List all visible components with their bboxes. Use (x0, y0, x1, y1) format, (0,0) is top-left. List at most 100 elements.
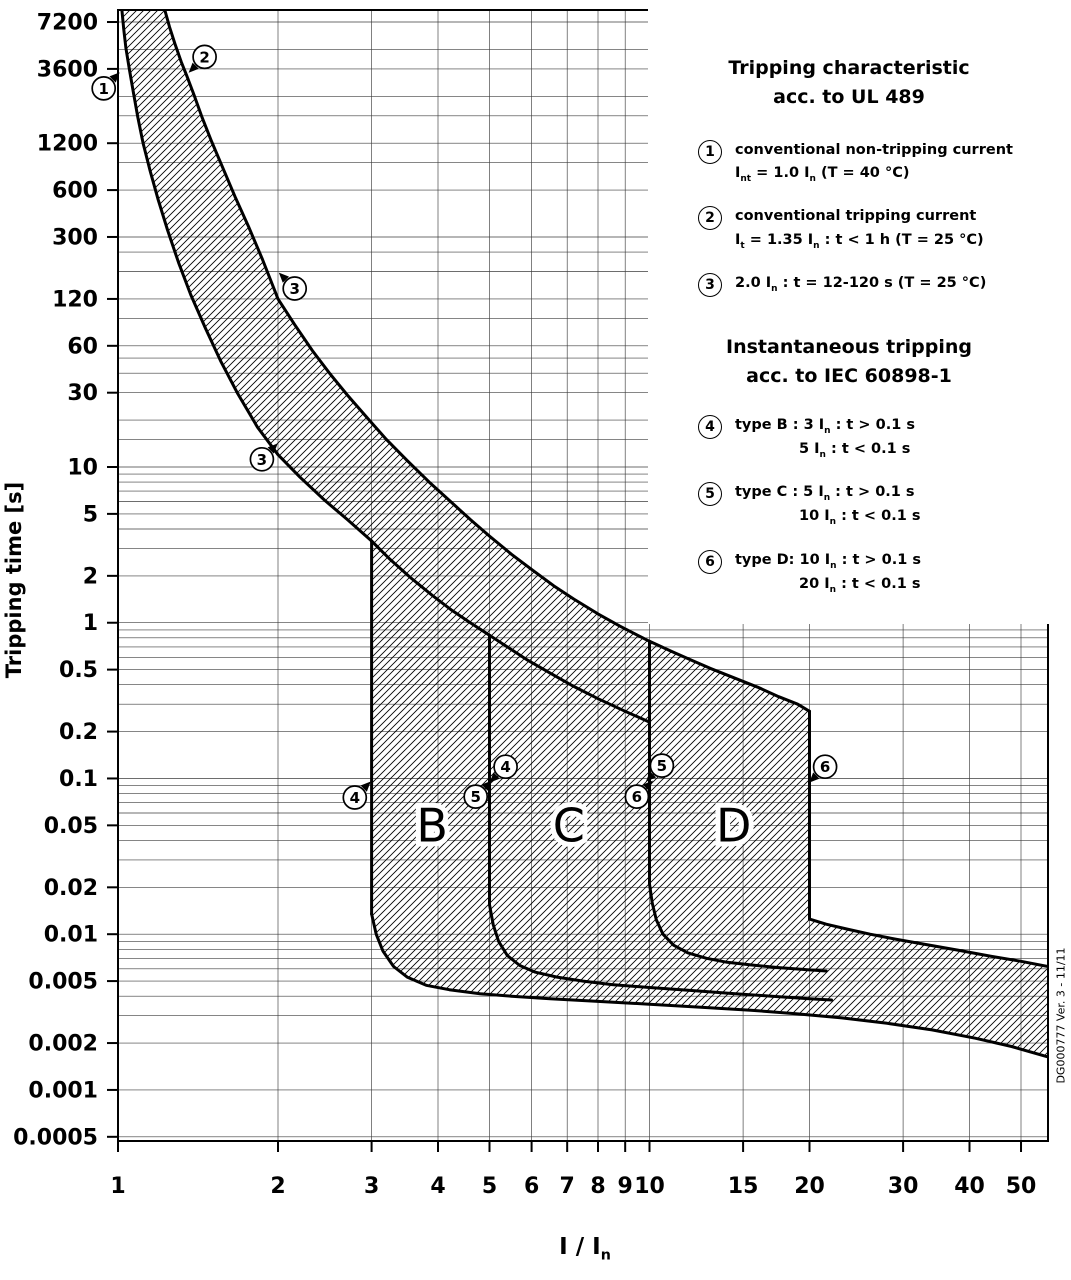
legend-item-2-formula: It = 1.35 In : t < 1 h (T = 25 °C) (735, 231, 984, 251)
y-tick-label: 0.005 (28, 970, 98, 995)
chart-marker-6: 6 (809, 754, 838, 783)
region-label-C: C (553, 798, 585, 852)
marker-number: 5 (470, 788, 480, 806)
x-tick-label: 2 (270, 1174, 285, 1199)
marker-arrow-icon (278, 272, 290, 283)
region-label-B: B (416, 798, 448, 852)
x-tick-label: 8 (590, 1174, 605, 1199)
legend-item-5: 5 type C : 5 In : t > 0.1 s 10 In : t < … (698, 481, 1050, 530)
marker-circle (463, 784, 489, 809)
y-tick-label: 0.1 (59, 767, 98, 792)
y-tick-label: 600 (52, 179, 98, 204)
marker-number: 6 (632, 788, 642, 806)
legend-item-2: 2 conventional tripping current It = 1.3… (698, 205, 1050, 252)
curve-type-D-clearing-upper (808, 917, 1048, 968)
marker-badge-2: 2 (698, 206, 722, 231)
legend-title-line2: acc. to UL 489 (773, 86, 925, 109)
x-tick-label: 40 (954, 1174, 985, 1199)
legend-item-4-formula: 5 In : t < 0.1 s (799, 440, 911, 460)
legend-title-line1: Tripping characteristic (728, 57, 970, 79)
y-tick-label: 1200 (37, 132, 98, 157)
marker-badge-4: 4 (698, 414, 722, 439)
legend-item-2-text: conventional tripping current (735, 208, 977, 225)
marker-badge-3: 3 (698, 272, 722, 297)
legend-item-6-formula: 20 In : t < 0.1 s (799, 575, 921, 595)
x-tick-label: 10 (634, 1174, 665, 1199)
marker-number: 3 (289, 280, 299, 298)
y-tick-label: 2 (83, 564, 98, 589)
marker-circle (91, 76, 117, 101)
legend-subtitle-line2: acc. to IEC 60898-1 (746, 365, 952, 388)
marker-badge-1: 1 (698, 139, 722, 164)
y-tick-label: 300 (52, 225, 98, 250)
y-tick-label: 60 (67, 334, 98, 359)
x-tick-label: 50 (1006, 1174, 1037, 1199)
chart-marker-3: 3 (249, 443, 278, 472)
marker-number: 4 (350, 789, 360, 807)
x-tick-label: 6 (524, 1174, 539, 1199)
marker-badge-5: 5 (698, 482, 722, 507)
marker-circle (249, 446, 275, 472)
marker-arrow-icon (109, 72, 120, 83)
x-tick-label: 9 (618, 1174, 633, 1199)
y-tick-label: 10 (67, 456, 98, 481)
legend-item-6-text: type D: 10 In : t > 0.1 s (735, 551, 921, 571)
y-tick-label: 0.2 (59, 720, 98, 745)
legend-item-1-text: conventional non-tripping current (735, 141, 1013, 158)
marker-circle (649, 753, 675, 778)
legend-item-6: 6 type D: 10 In : t > 0.1 s 20 In : t < … (698, 549, 1050, 598)
chart-marker-5: 5 (645, 753, 675, 782)
chart-marker-4: 4 (342, 781, 371, 810)
marker-arrow-icon (642, 780, 653, 791)
y-tick-label: 0.0005 (13, 1125, 98, 1150)
marker-badge-6: 6 (698, 549, 722, 574)
legend-item-4: 4 type B : 3 In : t > 0.1 s 5 In : t < 0… (698, 414, 1050, 463)
x-tick-label: 15 (728, 1174, 759, 1199)
marker-circle (493, 754, 518, 780)
legend-item-3-text: 2.0 In : t = 12-120 s (T = 25 °C) (735, 274, 987, 294)
curve-type-C-clearing (488, 903, 833, 1002)
chart-marker-2: 2 (188, 44, 217, 73)
legend-item-1: 1 conventional non-tripping current Int … (698, 139, 1050, 186)
legend-item-3: 3 2.0 In : t = 12-120 s (T = 25 °C) (698, 272, 1050, 297)
marker-number: 1 (98, 80, 108, 98)
legend-subtitle-line1: Instantaneous tripping (726, 335, 972, 358)
x-tick-label: 4 (430, 1174, 445, 1199)
x-tick-label: 5 (482, 1174, 497, 1199)
tripping-tolerance-band (121, 10, 1048, 1057)
curve-lower-tripping-limit (120, 10, 374, 543)
marker-number: 2 (199, 48, 209, 66)
y-tick-label: 0.5 (59, 658, 98, 683)
y-tick-label: 0.05 (44, 814, 98, 839)
marker-arrow-icon (645, 771, 657, 782)
legend-item-5-text: type C : 5 In : t > 0.1 s (735, 484, 915, 504)
marker-number: 6 (820, 758, 830, 776)
y-tick-label: 0.01 (44, 923, 98, 948)
y-tick-label: 120 (52, 287, 98, 312)
y-tick-label: 0.001 (28, 1078, 98, 1103)
marker-circle (282, 276, 308, 301)
marker-circle (192, 44, 217, 70)
chart-marker-3: 3 (278, 272, 308, 301)
y-tick-label: 0.02 (44, 876, 98, 901)
x-tick-label: 30 (888, 1174, 919, 1199)
marker-arrow-icon (267, 443, 278, 454)
document-watermark: DG000777 Ver. 3 - 11/11 (1054, 947, 1068, 1084)
y-tick-label: 1 (83, 611, 98, 636)
x-axis-title: I / In (559, 1234, 611, 1264)
legend-title: Tripping characteristic acc. to UL 489 (648, 54, 1050, 113)
marker-number: 4 (500, 758, 510, 776)
y-tick-label: 3600 (37, 57, 98, 82)
chart-marker-5: 5 (463, 780, 492, 809)
marker-circle (342, 785, 368, 810)
legend-subtitle: Instantaneous tripping acc. to IEC 60898… (648, 333, 1050, 392)
y-tick-label: 5 (83, 502, 98, 527)
legend: Tripping characteristic acc. to UL 489 1… (648, 8, 1050, 624)
chart-marker-4: 4 (489, 754, 518, 783)
region-label-D: D (716, 798, 751, 852)
curve-lower-limit-extension (370, 539, 651, 724)
marker-arrow-icon (188, 62, 199, 73)
y-axis-title: Tripping time [s] (2, 481, 26, 679)
x-tick-label: 3 (364, 1174, 379, 1199)
